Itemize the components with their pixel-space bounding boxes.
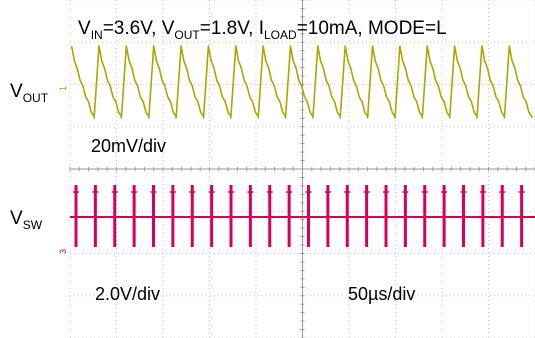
vsw-channel-marker: 3 <box>58 249 68 254</box>
scope-grid <box>69 0 535 338</box>
vout-scale-label: 20mV/div <box>91 136 166 156</box>
vout-channel-marker: 1 <box>58 86 68 91</box>
vout-trace <box>70 45 533 119</box>
chart-title: VIN=3.6V, VOUT=1.8V, ILOAD=10mA, MODE=L <box>78 18 447 42</box>
vout-channel-label: VOUT <box>10 81 49 105</box>
timebase-label: 50µs/div <box>348 284 415 304</box>
vsw-trace <box>70 185 535 247</box>
vsw-channel-label: VSW <box>10 208 43 232</box>
vsw-scale-label: 2.0V/div <box>95 284 160 304</box>
